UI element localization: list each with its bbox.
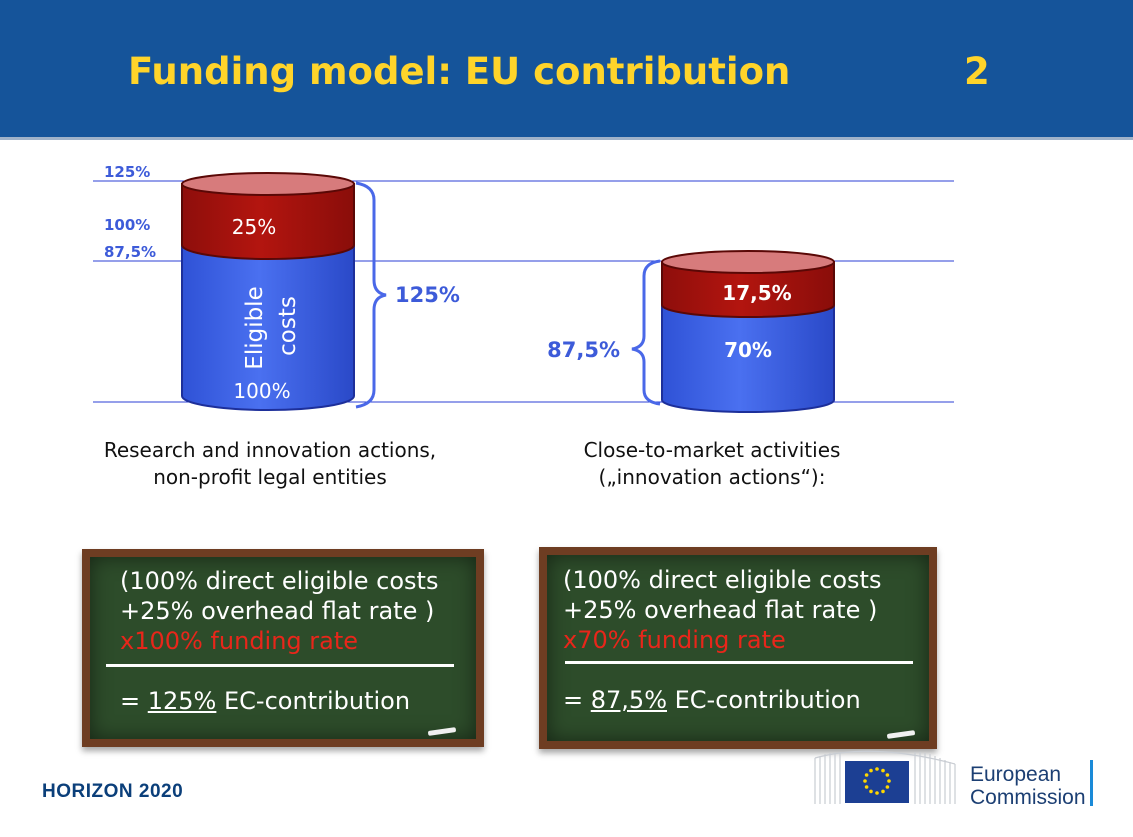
right-board-line-2: +25% overhead flat rate ) xyxy=(563,596,878,624)
slide-header: Funding model: EU contribution 2 xyxy=(0,0,1133,140)
left-brace xyxy=(355,181,387,409)
left-board-result: = 125% EC-contribution xyxy=(120,686,410,716)
european-commission-wordmark: European Commission xyxy=(970,763,1086,809)
left-brace-label: 125% xyxy=(395,283,460,307)
funding-diagram: 125% 100% 87,5% 25% Eligible costs 100% … xyxy=(93,163,954,413)
left-board-result-value: 125% xyxy=(147,687,217,715)
left-chalkboard: (100% direct eligible costs +25% overhea… xyxy=(82,549,484,747)
left-cylinder-body-label-1: Eligible xyxy=(242,286,268,369)
left-cylinder-body-label-2: costs xyxy=(275,296,301,356)
european-commission-logo xyxy=(814,750,956,804)
ec-accent-bar xyxy=(1090,760,1093,806)
left-board-line-3: x100% funding rate xyxy=(120,627,359,655)
right-cylinder-bottom-label: 70% xyxy=(724,338,772,362)
left-board-result-prefix: = xyxy=(120,687,148,715)
left-cylinder: 25% Eligible costs 100% xyxy=(181,172,355,411)
left-board-line-2: +25% overhead flat rate ) xyxy=(120,597,435,625)
ec-wordmark-line-2: Commission xyxy=(970,786,1086,809)
right-caption-line-2: („innovation actions“): xyxy=(598,465,826,489)
left-cylinder-top xyxy=(181,172,355,196)
right-caption: Close-to-market activities („innovation … xyxy=(560,437,864,491)
left-board-result-suffix: EC-contribution xyxy=(216,687,411,715)
left-cylinder-bottom-label: 100% xyxy=(233,379,290,403)
right-board-chalk xyxy=(886,730,916,739)
left-board-line-1: (100% direct eligible costs xyxy=(120,567,439,595)
right-cylinder-blue-body xyxy=(661,304,835,413)
slide-title: Funding model: EU contribution xyxy=(128,50,791,93)
right-brace xyxy=(631,259,661,406)
ec-wordmark-line-1: European xyxy=(970,763,1062,786)
left-cylinder-top-label: 25% xyxy=(232,215,276,239)
right-board-line-1: (100% direct eligible costs xyxy=(563,566,882,594)
right-cylinder-red-body xyxy=(661,261,835,318)
horizon-2020-brand: HORIZON 2020 xyxy=(42,781,184,802)
right-board-result-prefix: = xyxy=(563,686,591,714)
left-caption-line-2: non-profit legal entities xyxy=(153,465,387,489)
left-caption-line-1: Research and innovation actions, xyxy=(103,438,437,462)
right-chalkboard: (100% direct eligible costs +25% overhea… xyxy=(539,547,937,749)
left-cylinder-blue-body xyxy=(181,244,355,411)
left-board-divider xyxy=(106,664,454,667)
eu-stars-icon xyxy=(863,767,891,795)
right-board-result-suffix: EC-contribution xyxy=(667,686,861,714)
right-caption-line-1: Close-to-market activities xyxy=(583,438,841,462)
right-board-result-value: 87,5% xyxy=(590,686,667,714)
axis-label-100: 100% xyxy=(104,216,150,234)
right-board-line-3: x70% funding rate xyxy=(563,626,786,654)
left-caption: Research and innovation actions, non-pro… xyxy=(84,437,456,491)
axis-label-125: 125% xyxy=(104,163,150,181)
right-cylinder-top xyxy=(661,250,835,274)
right-board-result: = 87,5% EC-contribution xyxy=(563,685,861,715)
axis-label-875: 87,5% xyxy=(104,243,156,261)
right-board-divider xyxy=(565,661,913,664)
left-cylinder-red-body xyxy=(181,183,355,260)
right-brace-label: 87,5% xyxy=(547,338,620,362)
slide-number: 2 xyxy=(964,50,990,93)
right-cylinder-top-label: 17,5% xyxy=(722,281,791,305)
left-board-chalk xyxy=(427,727,457,736)
right-cylinder: 17,5% 70% xyxy=(661,250,835,413)
